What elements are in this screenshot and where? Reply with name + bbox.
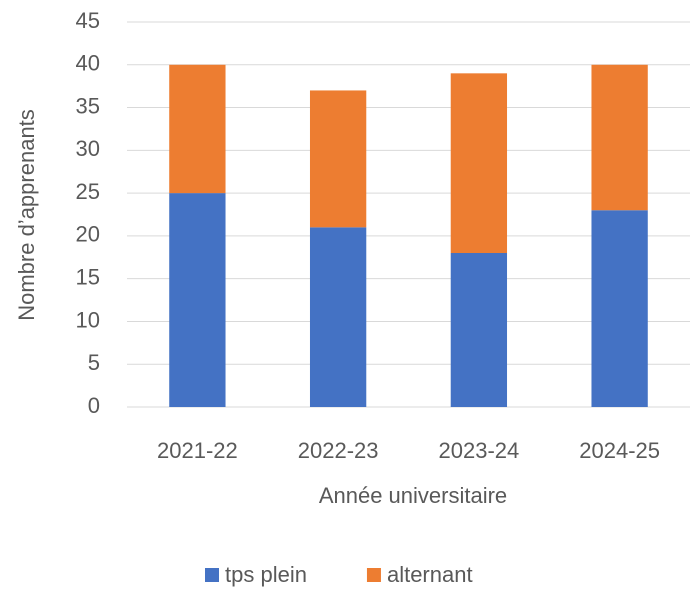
y-tick-label: 45 [76, 8, 100, 33]
bar-segment [591, 64, 648, 211]
bar-segment [450, 253, 508, 407]
y-tick-label: 10 [76, 307, 100, 332]
legend-label: tps plein [225, 562, 307, 587]
legend-swatch [205, 568, 219, 582]
y-tick-label: 20 [76, 222, 100, 247]
bar-segment [309, 227, 367, 407]
bar-segment [591, 210, 648, 407]
bar-segment [169, 64, 226, 194]
y-tick-label: 25 [76, 179, 100, 204]
y-tick-label: 30 [76, 136, 100, 161]
y-axis-label: Nombre d’apprenants [14, 109, 39, 321]
x-tick-label: 2022-23 [298, 438, 379, 463]
bar-segment [309, 90, 367, 228]
y-tick-label: 15 [76, 264, 100, 289]
bar-segment [450, 73, 508, 253]
legend-swatch [366, 568, 381, 582]
bar-segment [169, 193, 226, 407]
y-tick-label: 5 [88, 350, 100, 375]
x-axis-label: Année universitaire [319, 483, 507, 508]
y-tick-label: 35 [76, 93, 100, 118]
y-tick-label: 0 [88, 393, 100, 418]
x-tick-label: 2023-24 [439, 438, 520, 463]
legend-label: alternant [387, 562, 473, 587]
x-tick-label: 2024-25 [579, 438, 660, 463]
x-tick-label: 2021-22 [157, 438, 238, 463]
y-tick-label: 40 [76, 51, 100, 76]
